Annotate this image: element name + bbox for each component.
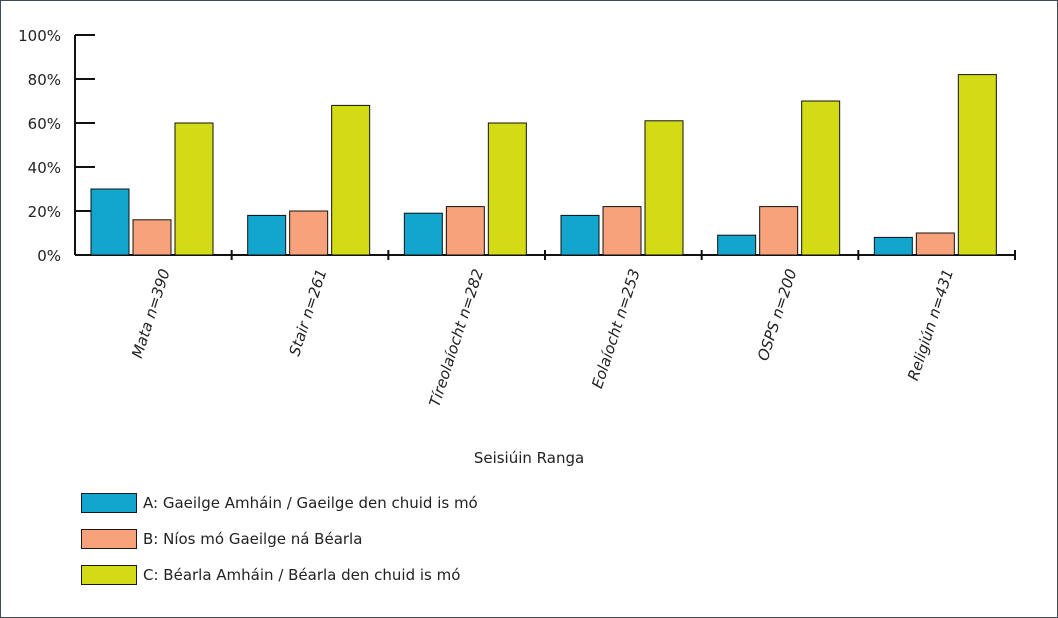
x-axis-title: Seisiúin Ranga xyxy=(473,449,585,467)
y-tick-label: 100% xyxy=(18,27,61,45)
x-tick-label: Religiún n=431 xyxy=(904,267,957,383)
legend-swatch-c xyxy=(81,565,137,585)
bar xyxy=(915,232,955,256)
legend-label-b: B: Níos mó Gaeilge ná Béarla xyxy=(143,530,363,548)
x-tick-label: Eolaíocht n=253 xyxy=(588,267,644,391)
bar xyxy=(289,210,329,256)
bar xyxy=(717,234,757,256)
bar xyxy=(331,104,371,256)
bar xyxy=(445,206,485,256)
y-tick-label: 60% xyxy=(28,115,61,133)
legend-item-a: A: Gaeilge Amháin / Gaeilge den chuid is… xyxy=(81,490,478,516)
bar xyxy=(801,100,841,256)
x-tick-label: Stair n=261 xyxy=(285,267,330,359)
x-tick-label: OSPS n=200 xyxy=(754,267,801,363)
legend-label-a: A: Gaeilge Amháin / Gaeilge den chuid is… xyxy=(143,494,478,512)
bar xyxy=(90,188,130,256)
legend-item-b: B: Níos mó Gaeilge ná Béarla xyxy=(81,526,478,552)
y-tick-label: 20% xyxy=(28,203,61,221)
legend: A: Gaeilge Amháin / Gaeilge den chuid is… xyxy=(81,490,478,598)
y-tick-label: 0% xyxy=(37,247,61,265)
legend-item-c: C: Béarla Amháin / Béarla den chuid is m… xyxy=(81,562,478,588)
legend-swatch-a xyxy=(81,493,137,513)
legend-label-c: C: Béarla Amháin / Béarla den chuid is m… xyxy=(143,566,461,584)
bar xyxy=(873,236,913,256)
bar xyxy=(759,206,799,256)
y-tick-label: 40% xyxy=(28,159,61,177)
bar xyxy=(560,214,600,256)
bar-chart: 0% 20% 40% 60% 80% 100% Mata n=390 Stair n=261 T… xyxy=(18,27,1016,409)
x-tick-label: Tíreolaíocht n=282 xyxy=(426,267,488,409)
x-tick-label: Mata n=390 xyxy=(128,267,174,361)
bar xyxy=(247,214,287,256)
bar xyxy=(174,122,214,256)
bar xyxy=(644,120,684,256)
bar xyxy=(602,206,642,256)
legend-swatch-b xyxy=(81,529,137,549)
bar xyxy=(487,122,527,256)
bar xyxy=(957,74,997,256)
y-tick-label: 80% xyxy=(28,71,61,89)
bar xyxy=(403,212,443,256)
bar xyxy=(132,219,172,256)
